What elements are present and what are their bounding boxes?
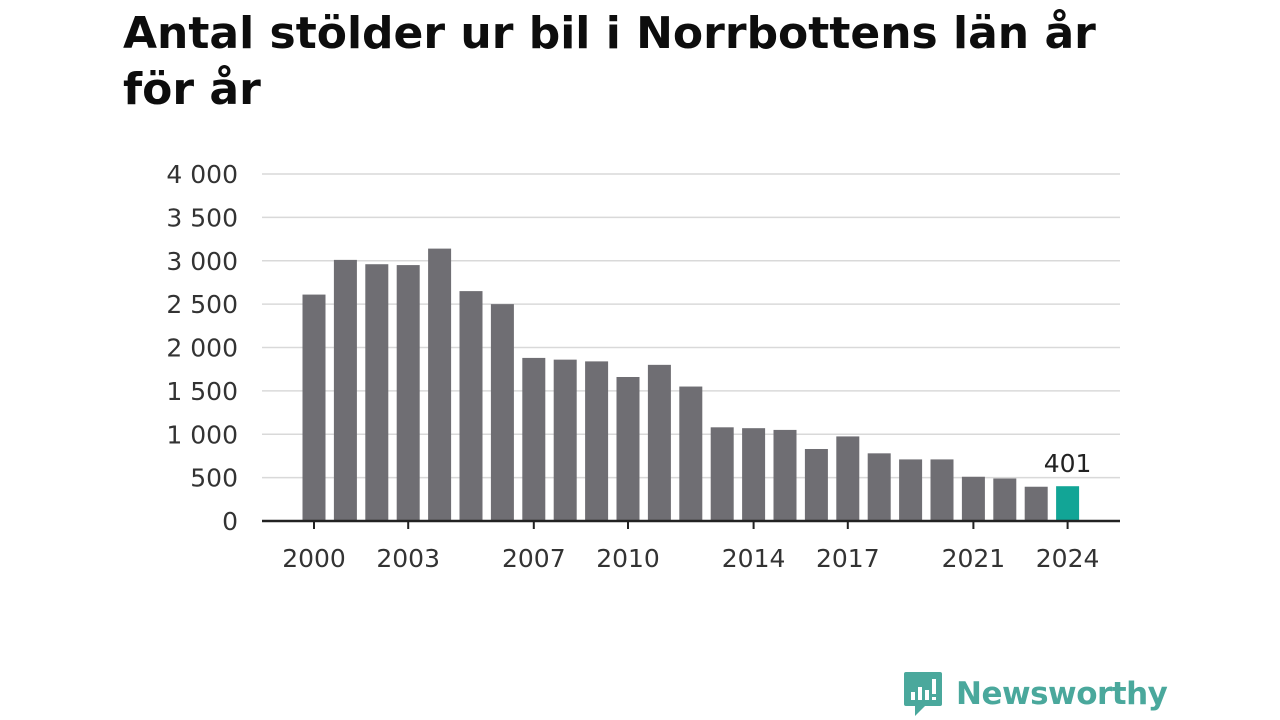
- bar-2021: [961, 476, 985, 521]
- bar-2014: [742, 428, 766, 521]
- bar-2009: [585, 361, 609, 521]
- x-tick-label: 2000: [282, 544, 346, 573]
- y-tick-label: 2 000: [166, 334, 238, 363]
- bar-2012: [679, 386, 703, 521]
- bar-2002: [365, 264, 389, 521]
- bar-2022: [993, 478, 1017, 521]
- bar-2001: [333, 259, 357, 521]
- y-tick-label: 2 500: [166, 290, 238, 319]
- bar-2007: [522, 357, 546, 521]
- bar-2005: [459, 291, 483, 521]
- y-tick-label: 4 000: [166, 160, 238, 189]
- bar-2023: [1024, 486, 1048, 521]
- bar-2011: [647, 364, 671, 521]
- bar-2017: [836, 436, 860, 521]
- brand-name: Newsworthy: [956, 676, 1168, 712]
- x-tick-label: 2017: [816, 544, 880, 573]
- bar-2020: [930, 459, 954, 521]
- y-axis-ticks: 0 500 1 000 1 500 2 000 2 500 3 000 3 500 4 000: [166, 160, 238, 536]
- bar-2015: [773, 429, 797, 521]
- bar-2018: [867, 453, 891, 521]
- bar-2000: [302, 294, 326, 521]
- bar-2004: [428, 248, 452, 522]
- data-label-2024: 401: [1044, 449, 1092, 478]
- bar-2019: [899, 459, 923, 521]
- bars: [302, 248, 1080, 522]
- x-tick-label: 2007: [502, 544, 566, 573]
- newsworthy-logo-icon: [904, 672, 942, 716]
- bar-2016: [804, 448, 828, 521]
- data-labels: 401: [1044, 449, 1092, 478]
- x-tick-label: 2021: [942, 544, 1006, 573]
- bar-2010: [616, 376, 640, 521]
- bar-2006: [490, 304, 514, 521]
- chart-title: Antal stölder ur bil i Norrbottens län å…: [123, 8, 1096, 115]
- x-axis: 2000 2003 2007 2010 2014 2017 2021 2024: [262, 519, 1120, 573]
- bar-2013: [710, 427, 734, 521]
- y-tick-label: 3 500: [166, 203, 238, 232]
- y-tick-label: 1 500: [166, 377, 238, 406]
- y-tick-label: 3 000: [166, 247, 238, 276]
- bar-2008: [553, 359, 577, 521]
- bar-2024: [1056, 486, 1080, 521]
- bar-2003: [396, 265, 420, 521]
- x-tick-label: 2010: [596, 544, 660, 573]
- x-tick-label: 2014: [722, 544, 786, 573]
- newsworthy-logo: Newsworthy: [903, 670, 1168, 718]
- x-tick-label: 2003: [376, 544, 440, 573]
- y-tick-label: 1 000: [166, 420, 238, 449]
- y-tick-label: 0: [222, 507, 238, 536]
- y-tick-label: 500: [190, 464, 238, 493]
- x-tick-label: 2024: [1036, 544, 1100, 573]
